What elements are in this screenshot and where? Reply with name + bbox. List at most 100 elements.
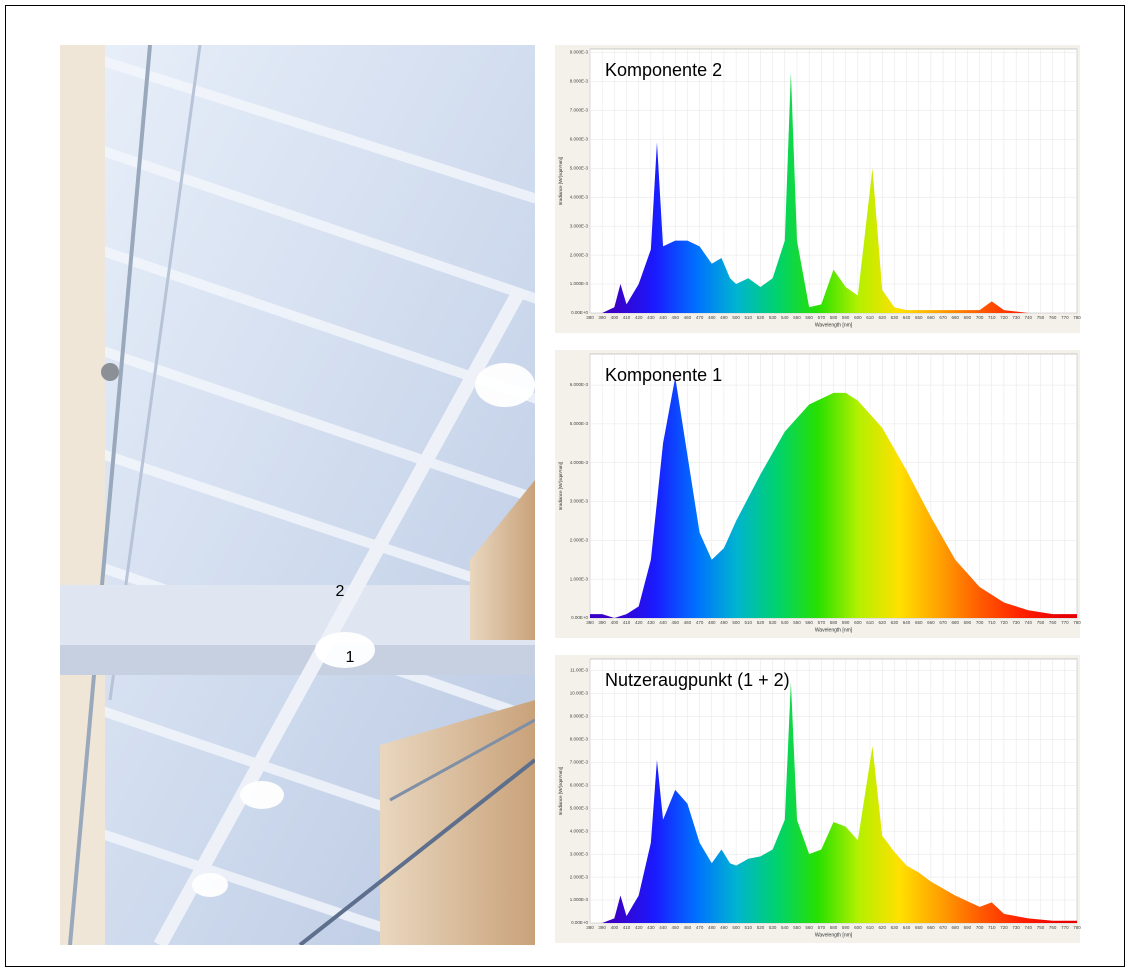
y-tick-label: 3.000E-3: [570, 851, 589, 856]
x-tick-label: 480: [708, 925, 716, 930]
x-tick-label: 460: [684, 620, 692, 625]
x-tick-label: 420: [635, 620, 643, 625]
x-tick-label: 640: [903, 925, 911, 930]
x-tick-label: 690: [964, 620, 972, 625]
x-tick-label: 400: [611, 315, 619, 320]
x-tick-label: 530: [769, 925, 777, 930]
x-tick-label: 660: [927, 620, 935, 625]
x-tick-label: 450: [671, 925, 679, 930]
x-tick-label: 410: [623, 620, 631, 625]
x-tick-label: 730: [1012, 315, 1020, 320]
x-axis-label: Wavelength [nm]: [815, 322, 853, 328]
x-tick-label: 730: [1012, 925, 1020, 930]
x-tick-label: 700: [976, 925, 984, 930]
x-tick-label: 510: [745, 620, 753, 625]
chart-title: Nutzeraugpunkt (1 + 2): [605, 670, 790, 690]
x-tick-label: 520: [757, 620, 765, 625]
x-tick-label: 460: [684, 315, 692, 320]
x-tick-label: 380: [586, 925, 594, 930]
x-tick-label: 740: [1025, 925, 1033, 930]
y-tick-label: 3.000E-3: [570, 499, 589, 504]
y-tick-label: 5.000E-3: [570, 805, 589, 810]
x-tick-label: 630: [891, 620, 899, 625]
x-tick-label: 390: [598, 620, 606, 625]
y-tick-label: 8.000E-3: [570, 79, 589, 84]
x-tick-label: 480: [708, 620, 716, 625]
x-tick-label: 580: [830, 620, 838, 625]
y-tick-label: 4.000E-3: [570, 460, 589, 465]
x-tick-label: 540: [781, 925, 789, 930]
x-tick-label: 570: [818, 925, 826, 930]
y-tick-label: 0.00E+0: [571, 310, 588, 315]
x-tick-label: 450: [671, 315, 679, 320]
x-tick-label: 560: [805, 620, 813, 625]
x-tick-label: 780: [1073, 620, 1081, 625]
y-tick-label: 2.000E-3: [570, 874, 589, 879]
x-tick-label: 650: [915, 315, 923, 320]
x-tick-label: 480: [708, 315, 716, 320]
x-tick-label: 470: [696, 620, 704, 625]
y-tick-label: 1.000E-3: [570, 897, 589, 902]
x-tick-label: 710: [988, 620, 996, 625]
y-tick-label: 5.000E-3: [570, 421, 589, 426]
x-tick-label: 760: [1049, 620, 1057, 625]
x-tick-label: 560: [805, 315, 813, 320]
x-tick-label: 750: [1037, 925, 1045, 930]
x-tick-label: 380: [586, 620, 594, 625]
x-tick-label: 510: [745, 315, 753, 320]
x-tick-label: 530: [769, 620, 777, 625]
photo-label: 2: [336, 583, 345, 600]
y-tick-label: 2.000E-3: [570, 538, 589, 543]
x-tick-label: 500: [732, 925, 740, 930]
x-tick-label: 760: [1049, 925, 1057, 930]
x-tick-label: 720: [1000, 620, 1008, 625]
x-tick-label: 650: [915, 620, 923, 625]
x-tick-label: 550: [793, 620, 801, 625]
x-tick-label: 620: [878, 315, 886, 320]
x-tick-label: 570: [818, 315, 826, 320]
x-tick-label: 700: [976, 620, 984, 625]
x-tick-label: 490: [720, 925, 728, 930]
chart-title: Komponente 2: [605, 60, 722, 80]
y-tick-label: 6.000E-3: [570, 137, 589, 142]
photo-label: 1: [346, 649, 355, 666]
x-tick-label: 610: [866, 925, 874, 930]
x-tick-label: 680: [951, 925, 959, 930]
x-tick-label: 670: [939, 315, 947, 320]
x-tick-label: 760: [1049, 315, 1057, 320]
x-tick-label: 440: [659, 315, 667, 320]
x-tick-label: 720: [1000, 925, 1008, 930]
y-tick-label: 6.000E-3: [570, 782, 589, 787]
x-tick-label: 380: [586, 315, 594, 320]
x-tick-label: 640: [903, 620, 911, 625]
photo: 2 1: [60, 45, 540, 972]
x-tick-label: 740: [1025, 620, 1033, 625]
x-tick-label: 710: [988, 925, 996, 930]
x-tick-label: 690: [964, 315, 972, 320]
x-tick-label: 550: [793, 925, 801, 930]
x-tick-label: 590: [842, 315, 850, 320]
figure: 2 1 380 390 400 410 420 430 440 450 460 470 480 490…: [0, 0, 1130, 972]
x-tick-label: 470: [696, 925, 704, 930]
x-axis-label: Wavelength [nm]: [815, 932, 853, 938]
y-tick-label: 3.000E-3: [570, 223, 589, 228]
x-tick-label: 460: [684, 925, 692, 930]
x-tick-label: 430: [647, 315, 655, 320]
x-tick-label: 560: [805, 925, 813, 930]
x-tick-label: 610: [866, 620, 874, 625]
x-tick-label: 390: [598, 315, 606, 320]
x-tick-label: 520: [757, 315, 765, 320]
x-tick-label: 500: [732, 620, 740, 625]
x-tick-label: 780: [1073, 925, 1081, 930]
x-tick-label: 420: [635, 315, 643, 320]
x-tick-label: 600: [854, 925, 862, 930]
x-tick-label: 490: [720, 315, 728, 320]
y-tick-label: 0.00E+0: [571, 920, 588, 925]
y-tick-label: 9.000E-3: [570, 50, 589, 55]
y-tick-label: 1.000E-3: [570, 281, 589, 286]
y-tick-label: 1.000E-3: [570, 576, 589, 581]
x-tick-label: 660: [927, 315, 935, 320]
y-axis-label: Irradiance [W/(sqm*nm)]: [558, 767, 563, 816]
